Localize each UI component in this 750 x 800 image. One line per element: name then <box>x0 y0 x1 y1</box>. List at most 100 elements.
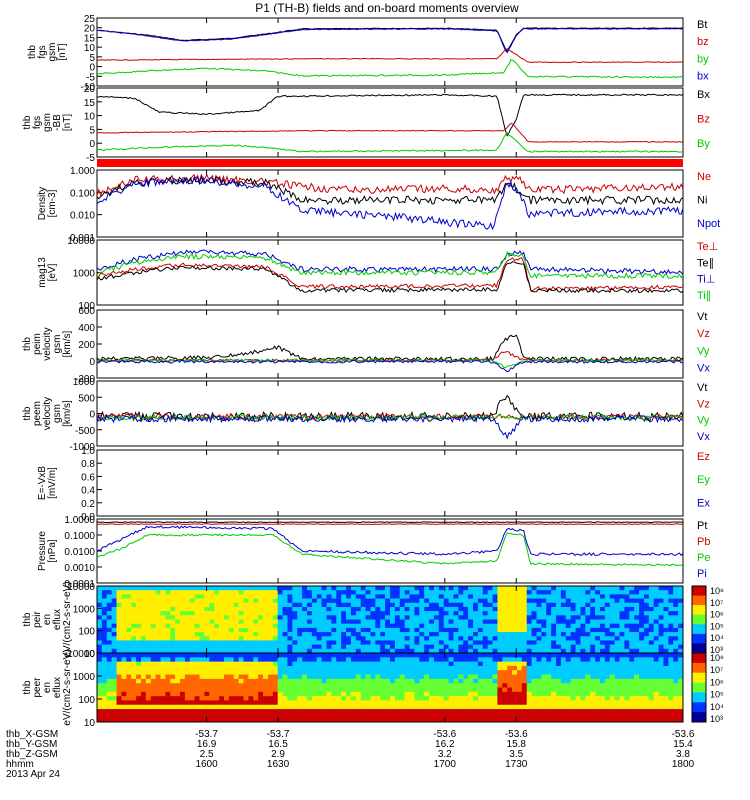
ephemeris-value: -53.6 <box>433 729 456 740</box>
spectrogram-cell <box>433 709 440 714</box>
y-tick-label: 10 <box>84 112 96 123</box>
spectrogram-cell <box>306 606 313 612</box>
spectrogram-cell <box>131 713 137 718</box>
spectrogram-cell <box>536 623 542 629</box>
spectrogram-cell <box>477 590 484 595</box>
spectrogram-cell <box>365 661 371 667</box>
spectrogram-cell <box>346 674 352 680</box>
spectrogram-cell <box>404 586 410 591</box>
spectrogram-cell <box>516 602 523 608</box>
spectrogram-cell <box>341 606 347 612</box>
spectrogram-cell <box>653 627 659 633</box>
spectrogram-cell <box>590 665 596 671</box>
spectrogram-cell <box>316 670 322 675</box>
spectrogram-cell <box>238 606 244 612</box>
spectrogram-cell <box>326 704 332 710</box>
spectrogram-cell <box>306 636 313 641</box>
spectrogram-cell <box>160 602 166 608</box>
spectrogram-cell <box>394 670 401 675</box>
spectrogram-cell <box>375 687 381 693</box>
spectrogram-cell <box>541 627 547 633</box>
spectrogram-cell <box>209 632 215 637</box>
spectrogram-cell <box>516 615 523 620</box>
spectrogram-cell <box>419 590 425 595</box>
spectrogram-cell <box>277 687 283 693</box>
spectrogram-cell <box>546 594 552 599</box>
spectrogram-cell <box>541 611 547 616</box>
spectrogram-cell <box>145 665 152 671</box>
spectrogram-cell <box>438 640 445 645</box>
spectrogram-cell <box>409 683 415 688</box>
spectrogram-cell <box>106 696 112 701</box>
spectrogram-cell <box>258 713 264 718</box>
spectrogram-cell <box>502 632 508 637</box>
ephemeris-value: 16.2 <box>435 739 455 750</box>
spectrogram-cell <box>331 623 337 629</box>
spectrogram-cell <box>140 611 147 616</box>
spectrogram-cell <box>458 598 464 604</box>
spectrogram-cell <box>614 606 620 612</box>
spectrogram-cell <box>658 644 664 650</box>
spectrogram-cell <box>619 594 625 599</box>
spectrogram-cell <box>219 606 225 612</box>
legend-bx: bx <box>697 70 709 82</box>
spectrogram-cell <box>365 653 371 658</box>
spectrogram-cell <box>121 606 127 612</box>
spectrogram-cell <box>97 683 103 688</box>
spectrogram-cell <box>267 632 274 637</box>
spectrogram-cell <box>614 611 620 616</box>
spectrogram-cell <box>487 602 493 608</box>
spectrogram-cell <box>204 709 210 714</box>
series-line-By <box>96 131 684 153</box>
spectrogram-cell <box>136 670 142 675</box>
spectrogram-cell <box>487 674 493 680</box>
spectrogram-cell <box>277 623 283 629</box>
spectrogram-cell <box>595 661 601 667</box>
spectrogram-cell <box>409 661 415 667</box>
spectrogram-cell <box>614 644 620 650</box>
spectrogram-cell <box>97 670 103 675</box>
spectrogram-cell <box>477 627 484 633</box>
spectrogram-cell <box>546 657 552 662</box>
spectrogram-cell <box>189 636 195 641</box>
spectrogram-cell <box>355 623 361 629</box>
spectrogram-cell <box>370 602 376 608</box>
spectrogram-cell <box>263 687 269 693</box>
spectrogram-cell <box>653 611 659 616</box>
spectrogram-cell <box>458 627 464 633</box>
spectrogram-cell <box>365 670 371 675</box>
spectrogram-cell <box>194 648 200 654</box>
spectrogram-cell <box>350 611 357 616</box>
colorbar-tick-label: 10⁴ <box>710 702 724 712</box>
spectrogram-cell <box>551 611 557 616</box>
spectrogram-cell <box>336 627 342 633</box>
spectrogram-cell <box>438 627 445 633</box>
spectrogram-cell <box>160 687 166 693</box>
spectrogram-cell <box>599 594 606 599</box>
spectrogram-cell <box>521 670 528 675</box>
spectrogram-cell <box>204 606 210 612</box>
spectrogram-cell <box>497 713 503 718</box>
spectrogram-cell <box>258 640 264 645</box>
spectrogram-cell <box>341 615 347 620</box>
spectrogram-cell <box>614 678 620 684</box>
spectrogram-cell <box>326 687 332 693</box>
spectrogram-cell <box>385 709 391 714</box>
spectrogram-cell <box>653 700 659 706</box>
spectrogram-cell <box>306 691 313 697</box>
spectrogram-cell <box>531 594 537 599</box>
spectrogram-cell <box>448 700 454 706</box>
spectrogram-cell <box>570 598 576 604</box>
spectrogram-cell <box>404 648 410 654</box>
spectrogram-cell <box>150 590 156 595</box>
spectrogram-cell <box>140 619 147 624</box>
spectrogram-cell <box>409 687 415 693</box>
spectrogram-cell <box>585 644 591 650</box>
spectrogram-cell <box>556 648 562 654</box>
spectrogram-cell <box>346 704 352 710</box>
spectrogram-cell <box>458 687 464 693</box>
spectrogram-cell <box>521 648 528 654</box>
spectrogram-cell <box>228 657 235 662</box>
spectrogram-cell <box>546 683 552 688</box>
spectrogram-cell <box>492 623 498 629</box>
